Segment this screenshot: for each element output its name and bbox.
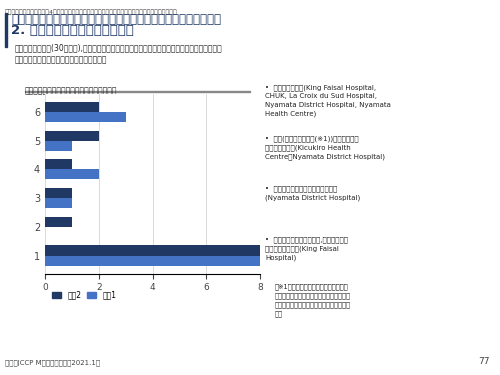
Text: ルワンダ基礎調査（ターゲット顧客の思考・行動と競合サービス）: ルワンダ基礎調査（ターゲット顧客の思考・行動と競合サービス） <box>11 13 221 26</box>
Text: （※1）　上の子と同性の子供を授かっ
た場合に母親が中絶するのを避けるという
医師の判断も背景にはあることが考えられ
る。: （※1） 上の子と同性の子供を授かっ た場合に母親が中絶するのを避けるという 医… <box>275 283 351 317</box>
Bar <box>5 13 7 47</box>
Bar <box>45 130 99 141</box>
Text: 2. 妊娠中の通院：不満だった点: 2. 妊娠中の通院：不満だった点 <box>11 24 134 38</box>
Bar <box>45 159 72 170</box>
Bar <box>45 198 72 208</box>
Text: •  胎児の性別の診断が間違っていた
(Nyamata District Hospital): • 胎児の性別の診断が間違っていた (Nyamata District Hosp… <box>265 186 360 201</box>
Bar <box>45 255 260 266</box>
Legend: 系列2, 系列1: 系列2, 系列1 <box>49 287 120 302</box>
Bar <box>45 246 260 255</box>
Bar <box>25 91 250 92</box>
Text: 出所：JCCP M株式会社作成（2021.1）: 出所：JCCP M株式会社作成（2021.1） <box>5 359 100 366</box>
Text: 図表７５　妊娠中の通院で満足しなかった点: 図表７５ 妊娠中の通院で満足しなかった点 <box>25 86 118 95</box>
Bar <box>45 188 72 198</box>
Bar <box>45 141 72 151</box>
Text: 77: 77 <box>478 357 490 366</box>
Bar <box>45 102 99 112</box>
Bar <box>45 170 99 180</box>
Text: •  待ち時間が長い(King Faisal Hospital,
CHUK, La Croix du Sud Hospital,
Nyamata Distric: • 待ち時間が長い(King Faisal Hospital, CHUK, La… <box>265 84 391 117</box>
Bar <box>45 217 72 227</box>
Text: •  胎児(特に第２子以降(※1))の性別を教え
てもらえない　(Kicukiro Health
Centre，Nyamata District Hospita: • 胎児(特に第２子以降(※1))の性別を教え てもらえない (Kicukiro… <box>265 135 385 160</box>
Text: •  出産予定日が正確でなく,最終的には陣
痛促進剤を打った(King Faisal
Hospital): • 出産予定日が正確でなく,最終的には陣 痛促進剤を打った(King Faisa… <box>265 236 348 261</box>
Text: ルワンダ／商品基礎調査／4．市場・投資環境調査情報／業界概況・主要企業、競合（日本企業以外）: ルワンダ／商品基礎調査／4．市場・投資環境調査情報／業界概況・主要企業、競合（日… <box>5 9 178 15</box>
Text: 待ち時間が長い(30分以上),十分な説明や情報提供が受けられないという問題点が指摘されてい
るが，半数以上が「不満なし」と回答した。: 待ち時間が長い(30分以上),十分な説明や情報提供が受けられないという問題点が指… <box>15 43 223 64</box>
Bar <box>45 112 126 122</box>
